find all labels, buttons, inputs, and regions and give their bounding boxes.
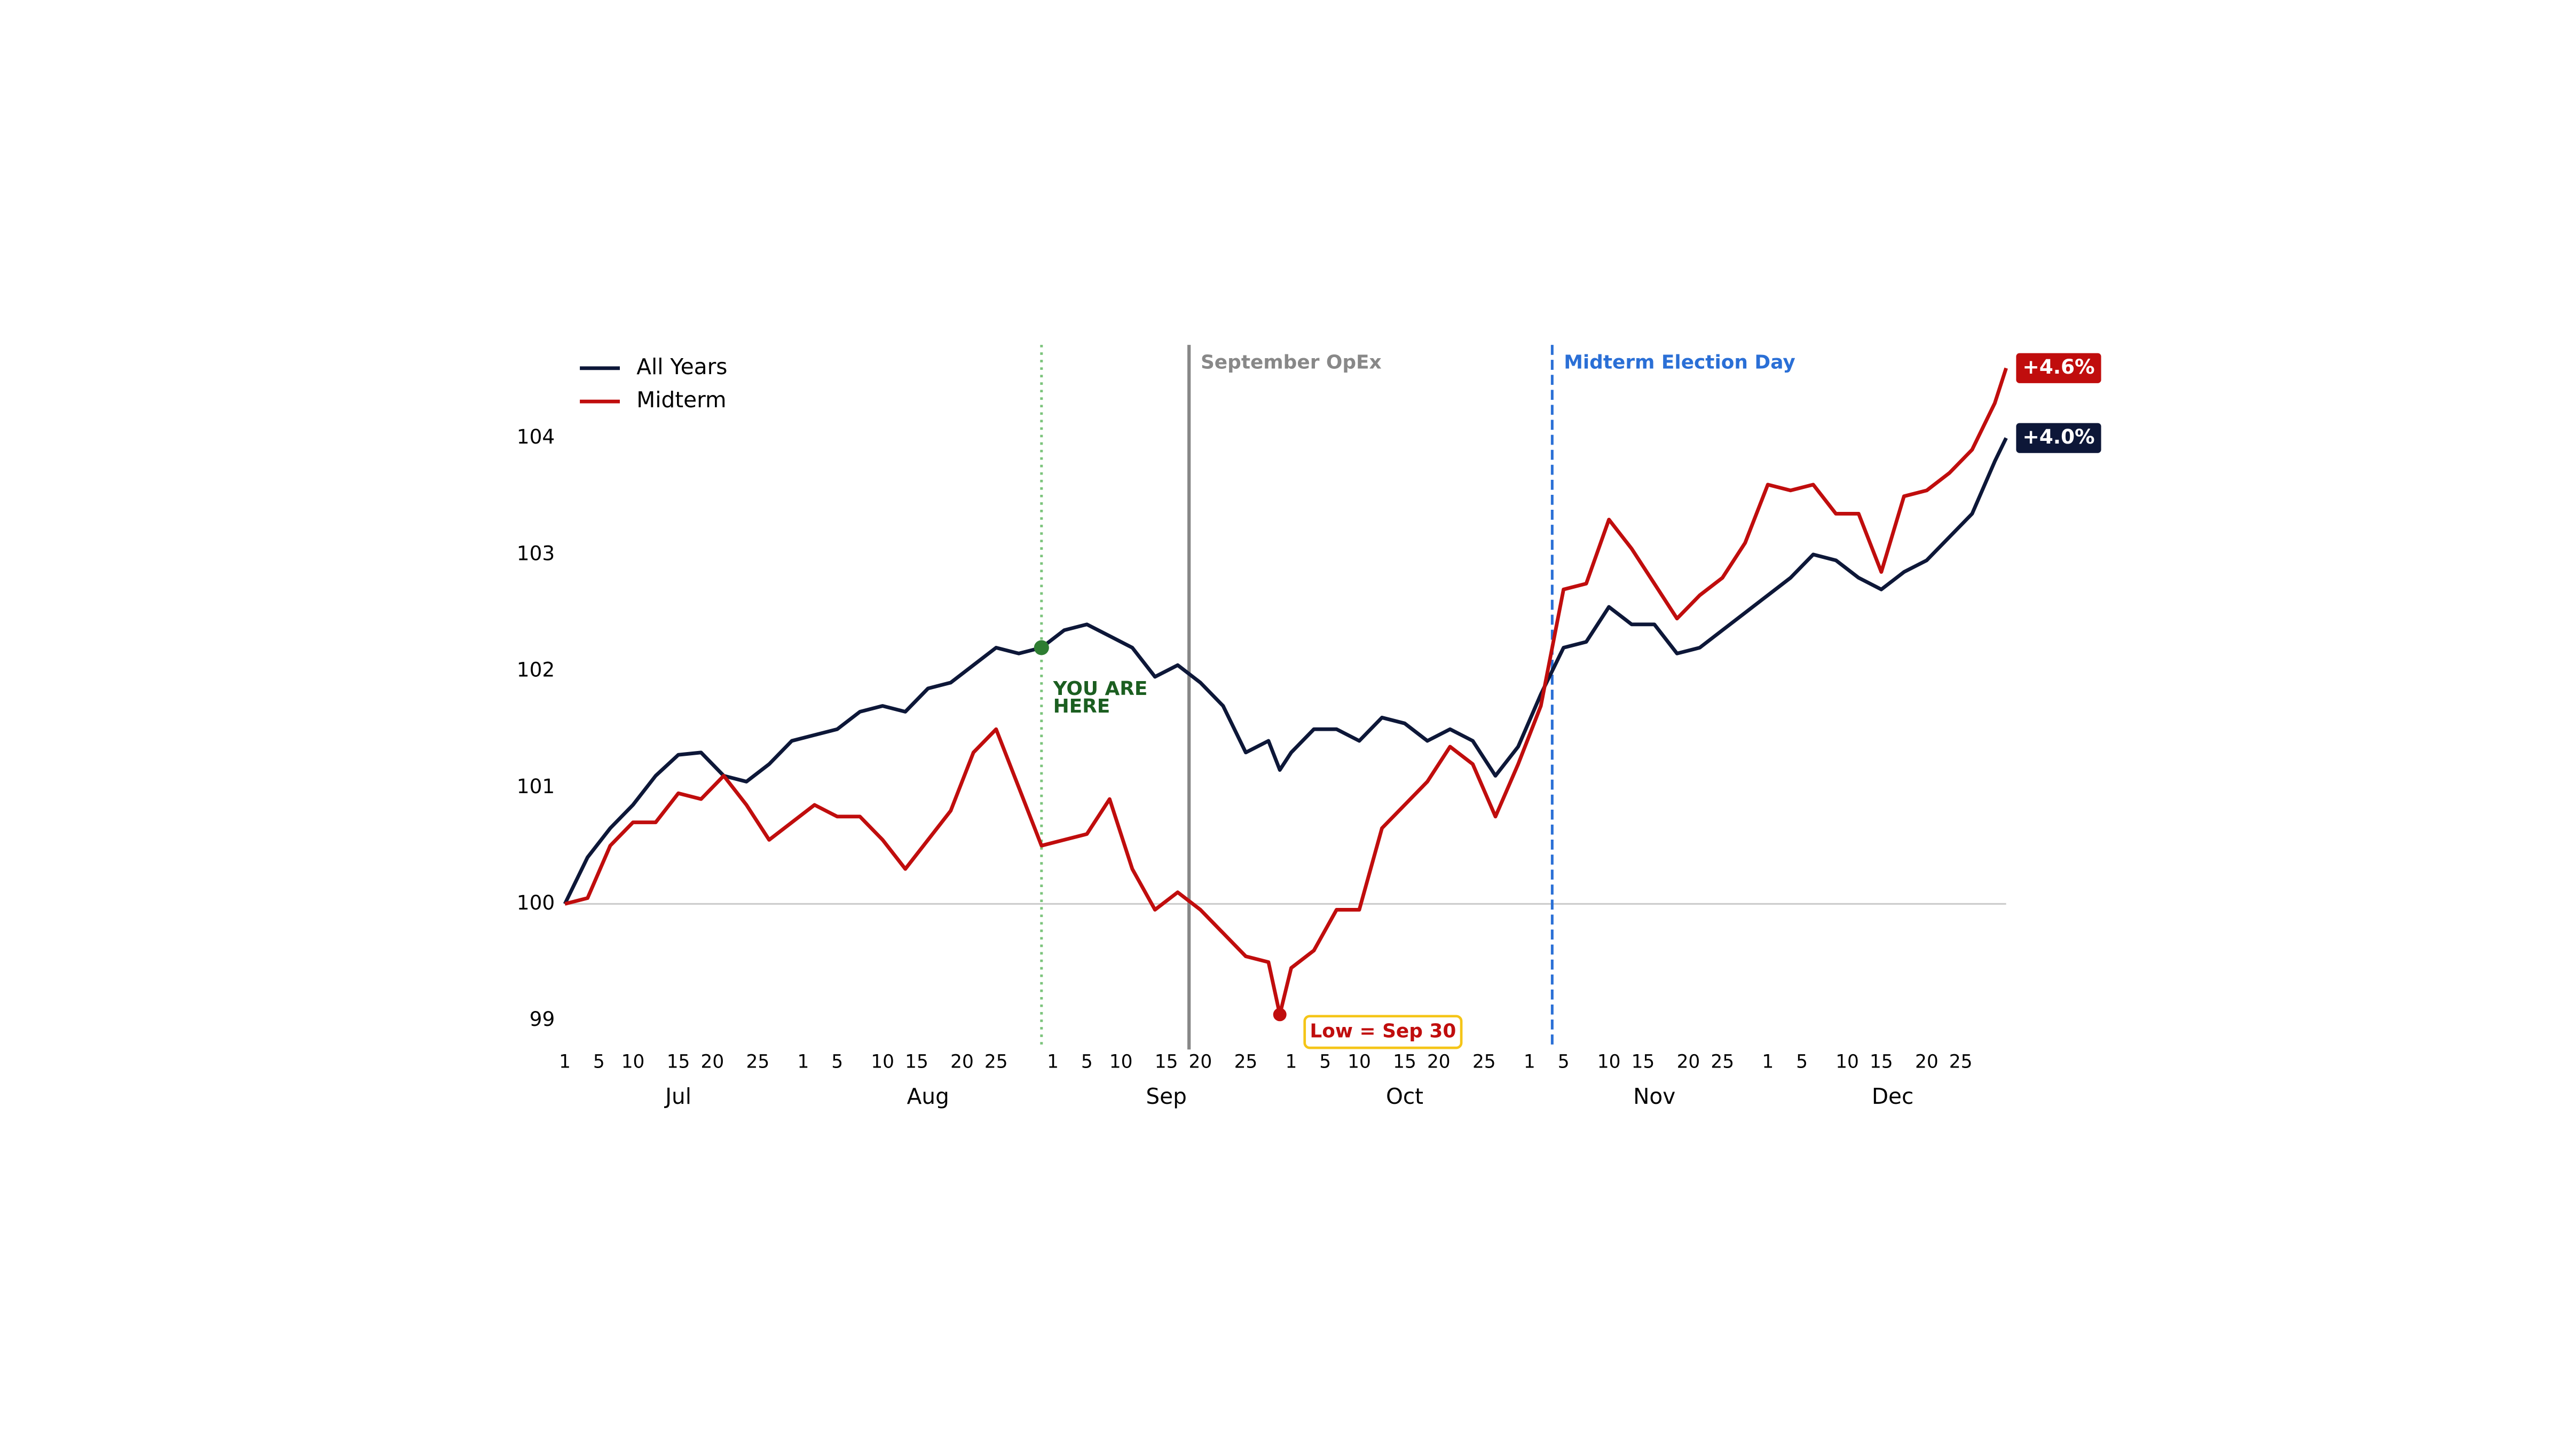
y-tick-label: 100 — [517, 891, 555, 914]
legend-label: Midterm — [636, 387, 726, 413]
x-tick-label: 1 — [1762, 1051, 1774, 1073]
x-tick-label: 1 — [559, 1051, 571, 1073]
x-tick-label: 1 — [1047, 1051, 1059, 1073]
you-are-here-label: HERE — [1053, 695, 1110, 717]
x-tick-label: 5 — [1558, 1051, 1570, 1073]
x-tick-label: 20 — [1427, 1051, 1451, 1073]
x-tick-label: 25 — [984, 1051, 1008, 1073]
series-line — [564, 367, 2008, 1017]
x-tick-label: 20 — [950, 1051, 974, 1073]
y-tick-label: 104 — [517, 425, 555, 448]
month-label: Nov — [1633, 1084, 1675, 1109]
x-tick-label: 10 — [1836, 1051, 1859, 1073]
y-tick-label: 101 — [517, 774, 555, 798]
low-label: Low = Sep 30 — [1310, 1020, 1456, 1042]
x-tick-label: 5 — [1081, 1051, 1093, 1073]
x-tick-label: 15 — [905, 1051, 928, 1073]
low-point — [1273, 1008, 1287, 1022]
end-label-box — [2016, 423, 2101, 453]
y-tick-label: 103 — [517, 541, 555, 565]
end-label: +4.0% — [2022, 425, 2094, 448]
series-line — [563, 437, 2008, 905]
x-tick-label: 1 — [797, 1051, 809, 1073]
x-tick-label: 15 — [1632, 1051, 1655, 1073]
x-tick-label: 20 — [1677, 1051, 1700, 1073]
end-label-box — [2016, 353, 2101, 383]
x-tick-label: 20 — [701, 1051, 724, 1073]
x-tick-label: 10 — [1109, 1051, 1133, 1073]
x-tick-label: 20 — [1915, 1051, 1939, 1073]
x-tick-label: 10 — [621, 1051, 645, 1073]
legend-label: All Years — [636, 354, 727, 380]
x-tick-label: 1 — [1286, 1051, 1297, 1073]
month-label: Sep — [1146, 1084, 1186, 1109]
y-tick-label: 99 — [530, 1007, 555, 1031]
y-tick-label: 102 — [517, 658, 555, 682]
x-tick-label: 25 — [746, 1051, 770, 1073]
month-label: Oct — [1386, 1084, 1423, 1109]
x-tick-label: 15 — [667, 1051, 690, 1073]
x-tick-label: 1 — [1524, 1051, 1535, 1073]
x-tick-label: 5 — [831, 1051, 843, 1073]
x-tick-label: 15 — [1155, 1051, 1178, 1073]
x-tick-label: 15 — [1393, 1051, 1416, 1073]
you-are-here-label: YOU ARE — [1053, 678, 1148, 700]
x-tick-label: 15 — [1870, 1051, 1893, 1073]
x-tick-label: 10 — [1597, 1051, 1621, 1073]
x-tick-label: 25 — [1711, 1051, 1734, 1073]
x-tick-label: 20 — [1189, 1051, 1212, 1073]
x-tick-label: 10 — [1348, 1051, 1371, 1073]
x-tick-label: 25 — [1472, 1051, 1496, 1073]
x-tick-label: 5 — [593, 1051, 605, 1073]
month-label: Jul — [664, 1084, 691, 1109]
event-label: Midterm Election Day — [1564, 351, 1795, 373]
x-tick-label: 10 — [871, 1051, 894, 1073]
x-tick-label: 5 — [1796, 1051, 1808, 1073]
x-tick-label: 25 — [1949, 1051, 1973, 1073]
month-label: Aug — [907, 1084, 949, 1109]
low-label-box — [1303, 1015, 1463, 1049]
end-label: +4.6% — [2022, 355, 2094, 378]
month-label: Dec — [1872, 1084, 1914, 1109]
x-tick-label: 5 — [1319, 1051, 1331, 1073]
event-label: September OpEx — [1201, 351, 1382, 373]
x-tick-label: 25 — [1234, 1051, 1258, 1073]
you-are-here-point — [1034, 640, 1049, 655]
